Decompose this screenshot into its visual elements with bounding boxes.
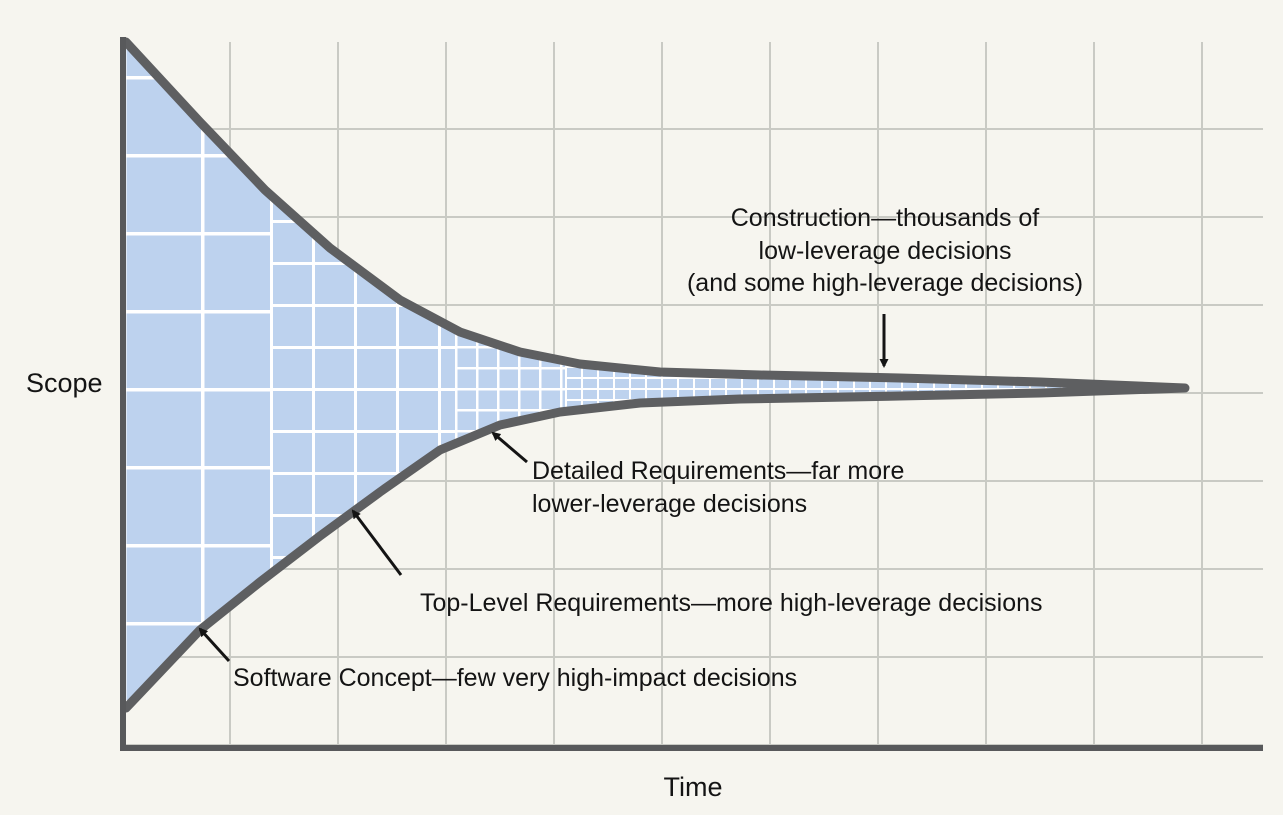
detailed-requirements-annotation: Detailed Requirements—far more lower-lev… <box>532 457 905 518</box>
software-concept-arrow <box>198 627 231 663</box>
x-axis-label: Time <box>663 772 723 802</box>
funnel-outline <box>121 37 1190 713</box>
construction-annotation: Construction—thousands of low-leverage d… <box>686 204 1084 297</box>
y-axis-label: Scope <box>26 368 103 398</box>
top-level-requirements-arrow <box>351 509 403 576</box>
detailed-requirements-arrow <box>491 431 528 464</box>
software-concept-annotation: Software Concept—few very high-impact de… <box>233 664 798 692</box>
top-level-requirements-annotation: Top-Level Requirements—more high-leverag… <box>420 589 1043 617</box>
